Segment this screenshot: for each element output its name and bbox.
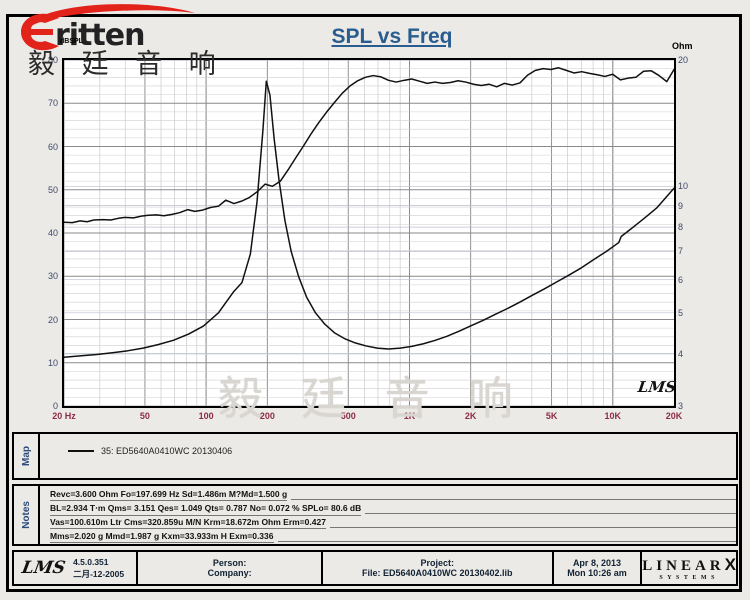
brand-x-mark: X: [724, 555, 736, 574]
footer-date-cell: Apr 8, 2013 Mon 10:26 am: [554, 552, 643, 584]
x-axis-tick-label: 200: [259, 411, 275, 421]
page-title-text: SPL vs Freq: [331, 25, 453, 48]
map-label-text: Map: [20, 446, 32, 466]
left-axis-tick-label: 80: [47, 55, 58, 65]
x-axis-tick-label: 2K: [464, 411, 477, 421]
notes-panel-label: Notes: [14, 486, 40, 544]
notes-row: Mms=2.020 g Mmd=1.987 g Kxm=33.933m H Ex…: [50, 531, 736, 545]
right-axis-tick-label: 3: [678, 401, 684, 411]
left-axis-tick-label: 20: [47, 314, 58, 325]
watermark-top: 毅 廷 音 响: [28, 49, 225, 80]
footer-build-date: 二月-12-2005: [73, 569, 125, 579]
map-panel-label: Map: [14, 434, 40, 478]
notes-label-text: Notes: [20, 501, 32, 529]
footer-date: Apr 8, 2013: [572, 558, 621, 568]
header: ritten SPL vs Freq: [9, 4, 739, 59]
footer-person-cell: Person: Company:: [138, 552, 323, 584]
notes-rule: [365, 503, 736, 514]
right-axis-tick-label: 8: [678, 222, 684, 233]
x-axis-tick-label: 500: [340, 411, 356, 421]
notes-panel: Notes Revc=3.600 Ohm Fo=197.699 Hz Sd=1.…: [12, 484, 738, 546]
map-panel-body: 35: ED5640A0410WC 20130406: [40, 434, 736, 478]
legend-entry-label: 35: ED5640A0410WC 20130406: [101, 446, 233, 456]
x-axis-tick-label: 20 Hz: [52, 411, 76, 421]
footer-brand-cell: LINEAR X SYSTEMS: [642, 552, 736, 584]
notes-row: Revc=3.600 Ohm Fo=197.699 Hz Sd=1.486m M…: [50, 489, 736, 503]
footer-version: 4.5.0.351: [73, 557, 109, 567]
watermark-center: 毅 廷 音 响: [218, 372, 525, 425]
right-axis-tick-label: 6: [678, 274, 684, 285]
footer-person-label: Person:: [212, 558, 247, 568]
notes-panel-body: Revc=3.600 Ohm Fo=197.699 Hz Sd=1.486m M…: [40, 486, 736, 544]
brand-logo: ritten: [19, 4, 219, 63]
notes-line: Mms=2.020 g Mmd=1.987 g Kxm=33.933m H Ex…: [50, 531, 274, 543]
left-axis-tick-label: 50: [47, 184, 58, 195]
footer-time: Mon 10:26 am: [567, 568, 627, 578]
right-axis-tick-label: 10: [678, 181, 689, 192]
right-axis-tick-label: 5: [678, 307, 684, 318]
legend-line-swatch: [68, 450, 94, 452]
red-e-icon: [21, 13, 59, 51]
footer-lms-logo: LMS: [20, 558, 67, 578]
notes-rule: [277, 531, 736, 542]
notes-rule: [329, 517, 736, 528]
notes-line: BL=2.934 T⋅m Qms= 3.151 Qes= 1.049 Qts= …: [50, 503, 362, 516]
footer-project-cell: Project: File: ED5640A0410WC 20130402.li…: [323, 552, 554, 584]
map-legend-entry[interactable]: 35: ED5640A0410WC 20130406: [68, 446, 232, 456]
x-axis-tick-label: 100: [198, 411, 214, 421]
x-axis-tick-label: 10K: [604, 411, 622, 421]
chart-svg: [64, 60, 674, 406]
right-axis-tick-label: 9: [678, 200, 684, 211]
brand-logo-text: ritten: [55, 18, 145, 53]
left-axis-unit: dBSPL: [60, 38, 83, 45]
brand-subtitle: SYSTEMS: [659, 575, 719, 581]
notes-line: Vas=100.610m Ltr Cms=320.859u M/N Krm=18…: [50, 517, 326, 529]
footer-project-label: Project:: [420, 558, 455, 568]
x-axis-tick-label: 5K: [545, 411, 558, 421]
brand-wordmark: LINEAR X: [642, 555, 736, 575]
brand-name: LINEAR: [642, 558, 725, 574]
left-axis-tick-label: 40: [47, 228, 58, 238]
x-axis-tick-label: 1K: [403, 411, 416, 421]
map-panel: Map 35: ED5640A0410WC 20130406: [12, 432, 738, 480]
right-axis-tick-label: 7: [678, 246, 684, 257]
footer-app-cell: LMS 4.5.0.351 二月-12-2005: [14, 552, 139, 584]
chart-signature: LMS: [636, 378, 678, 396]
notes-rule: [291, 489, 736, 500]
footer-version-block: 4.5.0.351 二月-12-2005: [73, 556, 124, 580]
left-axis-tick-label: 60: [47, 141, 58, 152]
footer-file-label: File: ED5640A0410WC 20130402.lib: [361, 568, 513, 578]
notes-row: BL=2.934 T⋅m Qms= 3.151 Qes= 1.049 Qts= …: [50, 503, 736, 517]
x-axis-tick-label: 20K: [665, 411, 683, 421]
footer: LMS 4.5.0.351 二月-12-2005 Person: Company…: [12, 550, 738, 586]
chart-plot-area: [62, 58, 676, 408]
left-axis-tick-label: 30: [47, 271, 58, 282]
notes-row: Vas=100.610m Ltr Cms=320.859u M/N Krm=18…: [50, 517, 736, 531]
left-axis-tick-label: 10: [47, 357, 58, 368]
page-title: SPL vs Freq: [9, 25, 739, 49]
left-axis-tick-label: 0: [52, 401, 58, 411]
notes-line: Revc=3.600 Ohm Fo=197.699 Hz Sd=1.486m M…: [50, 489, 288, 501]
left-axis-tick-label: 70: [47, 98, 58, 109]
x-axis-tick-label: 50: [139, 411, 150, 421]
right-axis-tick-label: 4: [678, 348, 684, 359]
swoosh-icon: [29, 4, 195, 25]
right-axis-unit: Ohm: [672, 41, 693, 51]
right-axis-tick-label: 20: [678, 55, 689, 65]
footer-company-label: Company:: [207, 568, 252, 578]
